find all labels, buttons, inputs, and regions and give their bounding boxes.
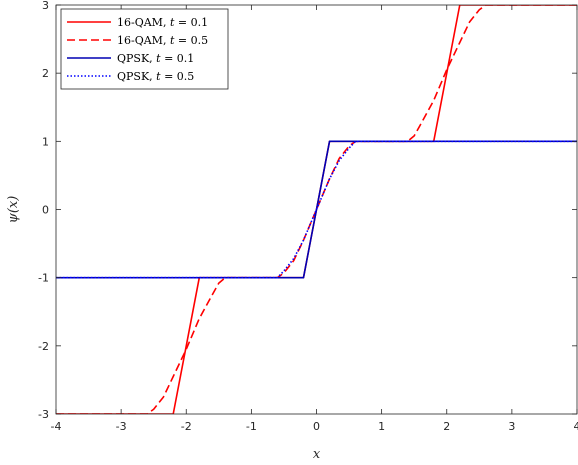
y-tick-label: -3 [38,408,49,421]
x-tick-label: -4 [51,420,62,433]
legend: 16-QAM, t = 0.1 16-QAM, t = 0.5 QPSK, t = … [60,8,229,90]
legend-label-2: 16-QAM, t = 0.5 [117,34,208,47]
legend-label-1: 16-QAM, t = 0.1 [117,16,208,29]
series-layer [56,5,577,414]
y-tick-label: -2 [38,340,49,353]
x-tick-label: -1 [246,420,257,433]
x-tick-label: 4 [574,420,578,433]
x-tick-label: 1 [378,420,385,433]
y-tick-label: 3 [42,0,49,12]
legend-label-4: QPSK, t = 0.5 [117,70,194,83]
x-tick-label: 3 [508,420,515,433]
series-line-4 [56,140,577,279]
legend-label-3: QPSK, t = 0.1 [117,52,194,65]
y-tick-label: -1 [38,272,49,285]
y-tick-label: 1 [42,135,49,148]
series-line-2 [56,5,577,414]
x-tick-label: 2 [443,420,450,433]
y-tick-label: 0 [42,204,49,217]
x-tick-label: -2 [181,420,192,433]
x-axis-label: x [313,447,321,462]
x-tick-label: -3 [116,420,127,433]
y-axis-label: ψ(x) [6,196,21,224]
x-tick-label: 0 [313,420,320,433]
y-tick-label: 2 [42,67,49,80]
